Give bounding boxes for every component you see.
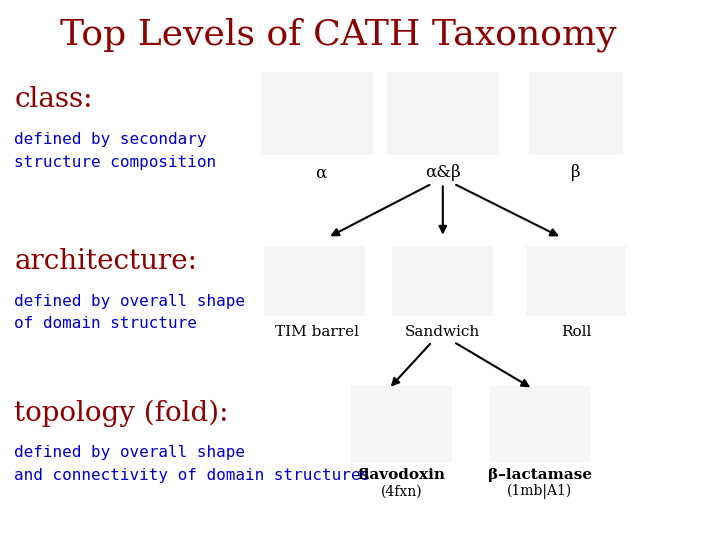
Bar xyxy=(351,386,452,462)
Bar xyxy=(490,386,590,462)
Text: defined by overall shape
of domain structure: defined by overall shape of domain struc… xyxy=(14,294,246,332)
Bar xyxy=(392,246,493,316)
Bar xyxy=(526,246,626,316)
Bar xyxy=(261,71,373,156)
Text: defined by secondary
structure composition: defined by secondary structure compositi… xyxy=(14,132,217,170)
Text: defined by overall shape
and connectivity of domain structures: defined by overall shape and connectivit… xyxy=(14,446,371,483)
Text: (1mb|A1): (1mb|A1) xyxy=(508,484,572,499)
Text: architecture:: architecture: xyxy=(14,248,197,275)
Text: β–lactamase: β–lactamase xyxy=(488,468,592,482)
Text: Sandwich: Sandwich xyxy=(405,325,480,339)
Text: class:: class: xyxy=(14,86,93,113)
Text: (4fxn): (4fxn) xyxy=(381,484,423,498)
Text: topology (fold):: topology (fold): xyxy=(14,400,229,427)
Bar xyxy=(529,71,623,156)
Text: β: β xyxy=(571,164,581,181)
Text: α&β: α&β xyxy=(425,164,461,181)
Text: flavodoxin: flavodoxin xyxy=(358,468,446,482)
Text: TIM barrel: TIM barrel xyxy=(275,325,359,339)
Bar xyxy=(264,246,365,316)
Text: Top Levels of CATH Taxonomy: Top Levels of CATH Taxonomy xyxy=(60,18,617,52)
Text: Roll: Roll xyxy=(561,325,591,339)
Bar xyxy=(387,71,498,156)
Text: α: α xyxy=(315,164,326,181)
